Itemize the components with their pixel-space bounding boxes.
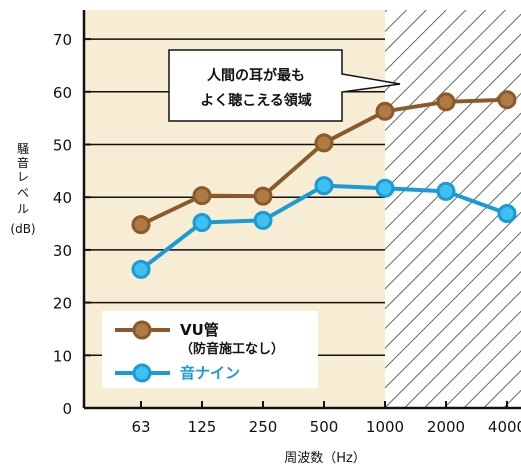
series-2-point-4000 [497, 204, 517, 224]
annotation-line-2: よく聴こえる領域 [200, 92, 312, 109]
series-2 [131, 176, 517, 279]
x-tick-label-125: 125 [188, 418, 217, 436]
y-axis-label-char-4: ベ [17, 186, 29, 200]
callout-box [168, 49, 401, 122]
series-1-point-4000 [497, 90, 517, 110]
y-tick-label-20: 20 [53, 295, 72, 313]
series-layer [131, 90, 517, 279]
series-1-point-250 [253, 186, 273, 206]
y-tick-label-50: 50 [53, 137, 72, 155]
x-tick-label-250: 250 [249, 418, 278, 436]
legend: VU管 （防音施工なし） 音ナイン [102, 311, 318, 388]
x-tick-label-500: 500 [310, 418, 339, 436]
annotation-line-1: 人間の耳が最も [207, 67, 305, 84]
series-1-point-2000 [436, 92, 456, 112]
axes [82, 10, 521, 410]
x-tick-label-2000: 2000 [427, 418, 465, 436]
y-axis-label-char-2: 音 [17, 155, 29, 170]
series-2-point-125 [192, 212, 212, 232]
y-tick-label-70: 70 [53, 31, 72, 49]
y-axis-label-char-3: レ [17, 170, 29, 184]
series-2-point-2000 [436, 181, 456, 201]
series-2-point-1000 [375, 178, 395, 198]
y-axis-label-char-1: 騒 [17, 142, 29, 156]
y-tick-label-10: 10 [53, 347, 72, 365]
x-axis-label: 周波数（Hz） [284, 451, 366, 466]
series-1-point-63 [131, 215, 151, 235]
annotation-callout: 人間の耳が最も よく聴こえる領域 [168, 49, 401, 122]
x-tick-label-1000: 1000 [366, 418, 404, 436]
y-tick-label-40: 40 [53, 189, 72, 207]
legend-marker-onnine [132, 363, 152, 383]
y-axis-label: 騒 音 レ ベ ル (dB) [10, 142, 35, 236]
legend-label-vu: VU管 [180, 321, 219, 339]
series-2-point-250 [253, 210, 273, 230]
series-2-point-500 [314, 176, 334, 196]
y-tick-label-30: 30 [53, 242, 72, 260]
series-1-point-125 [192, 186, 212, 206]
y-tick-label-60: 60 [53, 84, 72, 102]
legend-marker-vu [132, 320, 152, 340]
x-tick-label-4000: 4000 [488, 418, 521, 436]
y-tick-labels: 0 10 20 30 40 50 60 70 [53, 31, 72, 418]
x-tick-label-63: 63 [131, 418, 150, 436]
series-1 [131, 90, 517, 235]
y-tick-label-0: 0 [62, 400, 72, 418]
series-2-point-63 [131, 259, 151, 279]
y-axis-label-char-5: ル [17, 202, 29, 216]
legend-label-vu-sub: （防音施工なし） [180, 341, 284, 357]
legend-label-onnine: 音ナイン [180, 364, 240, 382]
series-1-point-500 [314, 133, 334, 153]
x-tick-labels: 63 125 250 500 1000 2000 4000 [131, 418, 521, 436]
y-axis-unit: (dB) [10, 222, 35, 236]
series-1-point-1000 [375, 101, 395, 121]
